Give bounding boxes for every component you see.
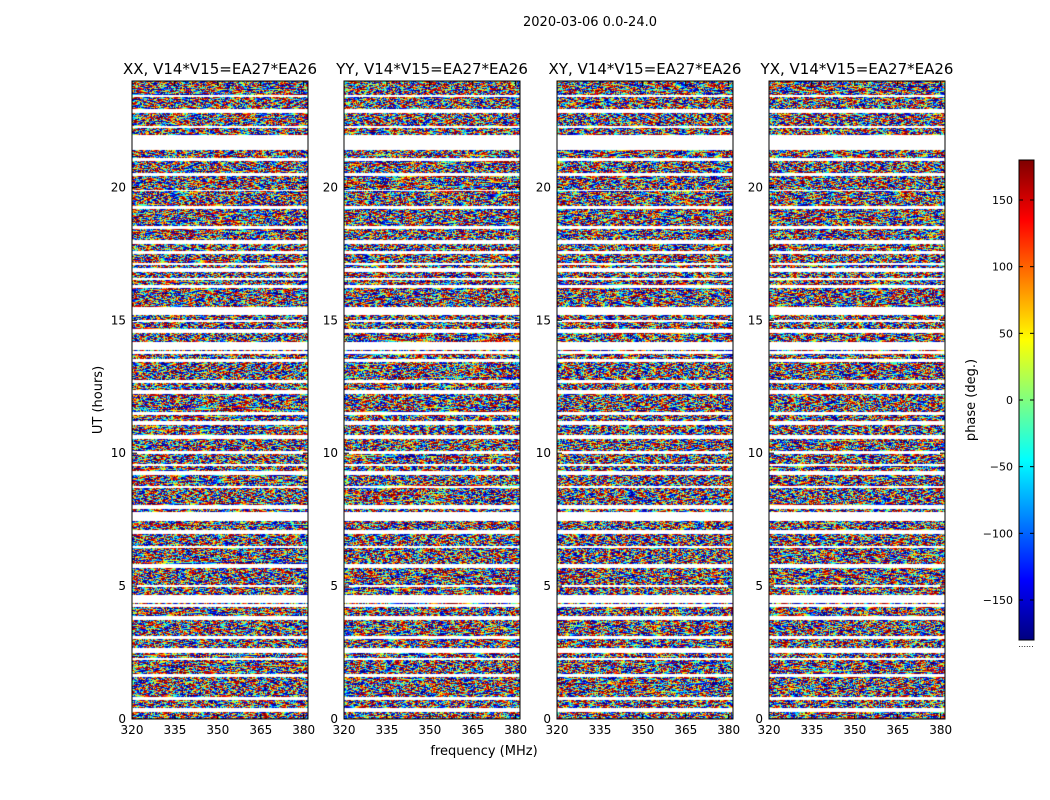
- panel-2-heatmap: [344, 81, 520, 719]
- y-tick-label: 20: [748, 180, 763, 194]
- panel-3-heatmap: [557, 81, 733, 719]
- panels: XX, V14*V15=EA27*EA26 320 335 350 365 380 0 5 10…: [91, 60, 953, 759]
- colorbar: 150 100 50 0 −50 −100 −150 phase (deg.) ......: [964, 159, 1035, 649]
- y-tick-label: 15: [536, 313, 551, 327]
- colorbar-footnote: ......: [1018, 640, 1033, 649]
- colorbar-tick-label: −150: [983, 594, 1013, 607]
- y-tick-label: 5: [543, 579, 551, 593]
- x-axis-label: frequency (MHz): [430, 744, 537, 759]
- y-tick-label: 0: [543, 712, 551, 726]
- colorbar-tick-label: 50: [999, 327, 1013, 340]
- x-tick-label: 335: [800, 723, 823, 737]
- x-tick-label: 335: [375, 723, 398, 737]
- panel-4-title: YX, V14*V15=EA27*EA26: [760, 60, 954, 78]
- x-tick-label: 350: [206, 723, 229, 737]
- colorbar-tick-label: −50: [990, 461, 1013, 474]
- panel-4: YX, V14*V15=EA27*EA26 320 335 350 365 380 0 5 10…: [748, 60, 954, 737]
- y-tick-label: 10: [111, 446, 126, 460]
- panel-1-heatmap: [132, 81, 308, 719]
- y-tick-label: 15: [111, 313, 126, 327]
- x-tick-label: 365: [886, 723, 909, 737]
- colorbar-tick-label: −100: [983, 527, 1013, 540]
- x-tick-label: 350: [418, 723, 441, 737]
- y-tick-label: 10: [323, 446, 338, 460]
- panel-3-title: XY, V14*V15=EA27*EA26: [549, 60, 742, 78]
- x-tick-label: 320: [121, 723, 144, 737]
- panel-2: YY, V14*V15=EA27*EA26 320 335 350 365 380 0 5 10…: [323, 60, 538, 759]
- y-tick-label: 20: [323, 180, 338, 194]
- panel-3: XY, V14*V15=EA27*EA26 320 335 350 365 380 0 5 10…: [536, 60, 742, 737]
- x-tick-label: 350: [843, 723, 866, 737]
- y-tick-label: 0: [755, 712, 763, 726]
- colorbar-tick-label: 150: [992, 194, 1013, 207]
- x-tick-label: 365: [461, 723, 484, 737]
- colorbar-tick-label: 0: [1006, 394, 1013, 407]
- panel-1-title: XX, V14*V15=EA27*EA26: [123, 60, 317, 78]
- panel-4-heatmap: [769, 81, 945, 719]
- x-tick-label: 320: [546, 723, 569, 737]
- y-axis-label: UT (hours): [91, 366, 106, 434]
- y-tick-label: 5: [118, 579, 126, 593]
- y-tick-label: 15: [323, 313, 338, 327]
- y-tick-label: 20: [536, 180, 551, 194]
- y-tick-label: 5: [330, 579, 338, 593]
- x-tick-label: 365: [249, 723, 272, 737]
- y-tick-label: 5: [755, 579, 763, 593]
- x-tick-label: 380: [929, 723, 952, 737]
- x-tick-label: 335: [163, 723, 186, 737]
- panel-2-frame: [343, 80, 521, 720]
- panel-4-frame: [768, 80, 946, 720]
- y-tick-label: 20: [111, 180, 126, 194]
- x-tick-label: 335: [588, 723, 611, 737]
- x-tick-label: 380: [717, 723, 740, 737]
- panel-1-frame: [131, 80, 309, 720]
- x-tick-label: 380: [292, 723, 315, 737]
- y-tick-label: 10: [748, 446, 763, 460]
- y-tick-label: 0: [330, 712, 338, 726]
- colorbar-label: phase (deg.): [964, 359, 979, 441]
- colorbar-ticks: 150 100 50 0 −50 −100 −150: [983, 194, 1034, 607]
- x-tick-label: 350: [631, 723, 654, 737]
- x-tick-label: 320: [758, 723, 781, 737]
- x-tick-label: 380: [504, 723, 527, 737]
- y-tick-label: 0: [118, 712, 126, 726]
- panel-3-frame: [556, 80, 734, 720]
- panel-2-title: YY, V14*V15=EA27*EA26: [335, 60, 528, 78]
- x-tick-label: 365: [674, 723, 697, 737]
- colorbar-tick-label: 100: [992, 261, 1013, 274]
- figure-title: 2020-03-06 0.0-24.0: [523, 15, 657, 30]
- panel-1: XX, V14*V15=EA27*EA26 320 335 350 365 380 0 5 10…: [91, 60, 317, 737]
- x-tick-label: 320: [333, 723, 356, 737]
- y-tick-label: 15: [748, 313, 763, 327]
- y-tick-label: 10: [536, 446, 551, 460]
